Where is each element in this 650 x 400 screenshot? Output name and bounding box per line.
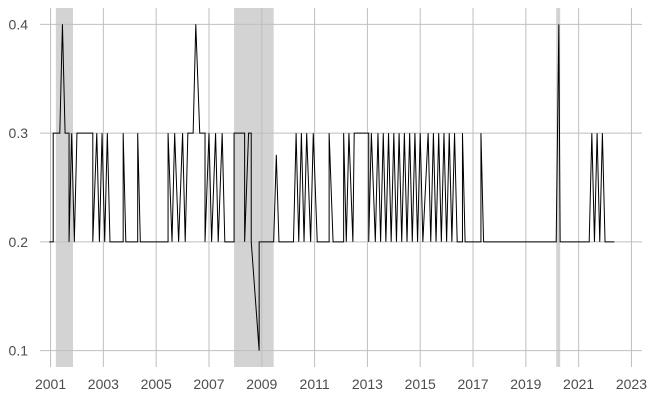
x-tick-label: 2005 bbox=[141, 376, 172, 392]
y-tick-label: 0.2 bbox=[9, 234, 29, 250]
x-axis-tick-labels: 2001 2003 2005 2007 2009 2011 2013 2015 2017 2019… bbox=[35, 376, 647, 392]
recession-shading bbox=[55, 8, 561, 367]
recession-band-0 bbox=[55, 8, 74, 367]
x-tick-label: 2019 bbox=[510, 376, 541, 392]
x-tick-label: 2003 bbox=[88, 376, 119, 392]
y-axis-tick-labels: 0.1 0.2 0.3 0.4 bbox=[9, 16, 29, 358]
x-tick-label: 2009 bbox=[246, 376, 277, 392]
x-tick-label: 2011 bbox=[300, 376, 330, 392]
series-line-0 bbox=[49, 24, 615, 351]
series-layer bbox=[49, 24, 615, 351]
gridlines bbox=[40, 8, 642, 367]
x-tick-label: 2017 bbox=[457, 376, 488, 392]
y-tick-label: 0.1 bbox=[9, 343, 29, 359]
x-tick-label: 2013 bbox=[352, 376, 383, 392]
x-tick-label: 2007 bbox=[193, 376, 224, 392]
x-tick-label: 2001 bbox=[35, 376, 66, 392]
x-tick-label: 2015 bbox=[405, 376, 436, 392]
x-tick-label: 2023 bbox=[616, 376, 647, 392]
recession-band-1 bbox=[234, 8, 274, 367]
y-tick-label: 0.4 bbox=[9, 16, 29, 32]
x-tick-label: 2021 bbox=[563, 376, 594, 392]
recession-band-2 bbox=[556, 8, 561, 367]
y-tick-label: 0.3 bbox=[9, 125, 29, 141]
